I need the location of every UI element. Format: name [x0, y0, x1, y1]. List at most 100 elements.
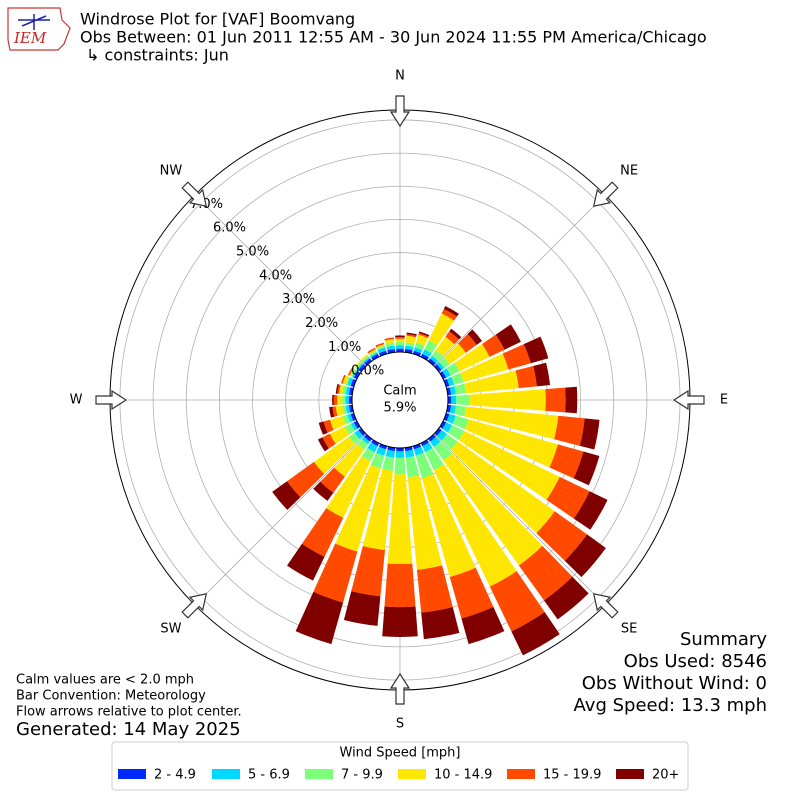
bar-segment — [579, 418, 600, 450]
bar-segment — [446, 362, 460, 376]
bar-segment — [435, 336, 455, 357]
summary-title: Summary — [680, 629, 767, 650]
bar-segment — [443, 412, 450, 422]
logo-outline — [7, 7, 71, 51]
bar-segment — [429, 355, 439, 364]
bar-segment — [376, 345, 386, 351]
bar-segment — [384, 339, 395, 344]
bar-segment — [343, 591, 381, 626]
bar-segment — [335, 464, 381, 552]
x-tick-label: NE — [620, 163, 638, 178]
bar-segment — [549, 444, 584, 479]
bar-segment — [382, 606, 418, 637]
flow-arrow-shape — [672, 389, 705, 411]
bar-segment — [395, 342, 405, 346]
bar-segment — [361, 436, 371, 445]
bar-segment — [422, 349, 432, 358]
bar-segment — [342, 405, 348, 415]
calm-circle — [351, 351, 449, 449]
bar-segment — [502, 344, 531, 370]
bar-segment — [354, 429, 364, 440]
bar-segment — [442, 422, 453, 433]
flow-arrow-shape — [181, 592, 208, 619]
bar-segment — [355, 361, 363, 370]
flow-arrow — [181, 592, 208, 619]
bar-segment — [439, 420, 447, 429]
bar-segment — [460, 353, 509, 383]
bar-segment — [431, 350, 443, 361]
bar-segment — [342, 375, 349, 385]
bar-segment — [445, 331, 459, 345]
bar-segment — [406, 332, 417, 336]
bar-segment — [332, 406, 338, 417]
bar-segment — [482, 334, 505, 357]
bar-segment — [342, 395, 346, 405]
bar-segment — [382, 456, 395, 471]
x-tick-label: SE — [621, 622, 637, 637]
bar-segment — [378, 350, 388, 357]
bar-segment — [347, 377, 354, 387]
bar-segment — [495, 324, 521, 350]
bar-segment — [425, 447, 444, 471]
bar-segment — [446, 376, 455, 387]
bar-segment — [286, 461, 325, 498]
bar-segment — [295, 591, 344, 645]
bar-segment — [363, 356, 371, 364]
bar-segment — [533, 362, 551, 387]
bar-segment — [350, 369, 357, 378]
bar-segment — [370, 352, 378, 358]
y-tick-label: 4.0% — [259, 268, 292, 283]
bar-segment — [339, 384, 344, 395]
bar-segment — [573, 451, 600, 486]
bar-segment — [413, 347, 423, 354]
bar-segment — [364, 434, 372, 442]
bar-segment — [515, 366, 537, 389]
bar-segment — [422, 442, 433, 453]
bar-segment — [464, 406, 559, 440]
legend-label: 7 - 9.9 — [341, 768, 383, 783]
bar-segment — [322, 433, 336, 449]
bar-segment — [358, 428, 366, 436]
legend-swatch — [398, 769, 426, 779]
bar-segment — [573, 491, 608, 530]
calm-value: 5.9% — [383, 401, 416, 416]
bar-segment — [272, 481, 301, 510]
bar-segment — [405, 449, 415, 458]
bar-segment — [405, 345, 414, 351]
grid-spoke — [433, 433, 606, 606]
bar-segment — [371, 353, 380, 361]
bar-segment — [456, 394, 470, 406]
bar-segment — [544, 576, 589, 620]
bar-segment — [511, 612, 560, 656]
bar-segment — [428, 434, 436, 442]
bar-segment — [449, 328, 462, 340]
bar-segment — [361, 447, 375, 462]
bar-segment — [433, 464, 517, 587]
bar-segment — [443, 453, 543, 566]
bar-segment — [377, 347, 387, 354]
legend-swatch — [616, 769, 644, 779]
bar-segment — [395, 345, 405, 349]
bar-segment — [337, 395, 343, 405]
bar-segment — [342, 414, 351, 425]
legend-label: 10 - 14.9 — [434, 768, 492, 783]
constraint: ↳ constraints: Jun — [86, 46, 229, 65]
flow-arrow — [95, 389, 128, 411]
bar-segment — [345, 376, 351, 386]
bar-segment — [323, 419, 334, 433]
bar-segment — [396, 447, 404, 452]
x-tick-label: W — [70, 393, 83, 408]
flow-arrow-shape — [592, 181, 619, 208]
bar-segment — [394, 457, 406, 475]
bar-segment — [441, 433, 458, 450]
bar-segment — [439, 371, 447, 380]
generated: Generated: 14 May 2025 — [16, 719, 241, 740]
x-tick-label: N — [395, 69, 405, 84]
bar-segment — [342, 385, 348, 395]
bar-segment — [396, 348, 404, 353]
legend-swatch — [212, 769, 240, 779]
bar-segment — [428, 358, 436, 366]
summary-line: Avg Speed: 13.3 mph — [574, 695, 767, 716]
bar-segment — [489, 571, 545, 632]
flow-arrow — [672, 389, 705, 411]
